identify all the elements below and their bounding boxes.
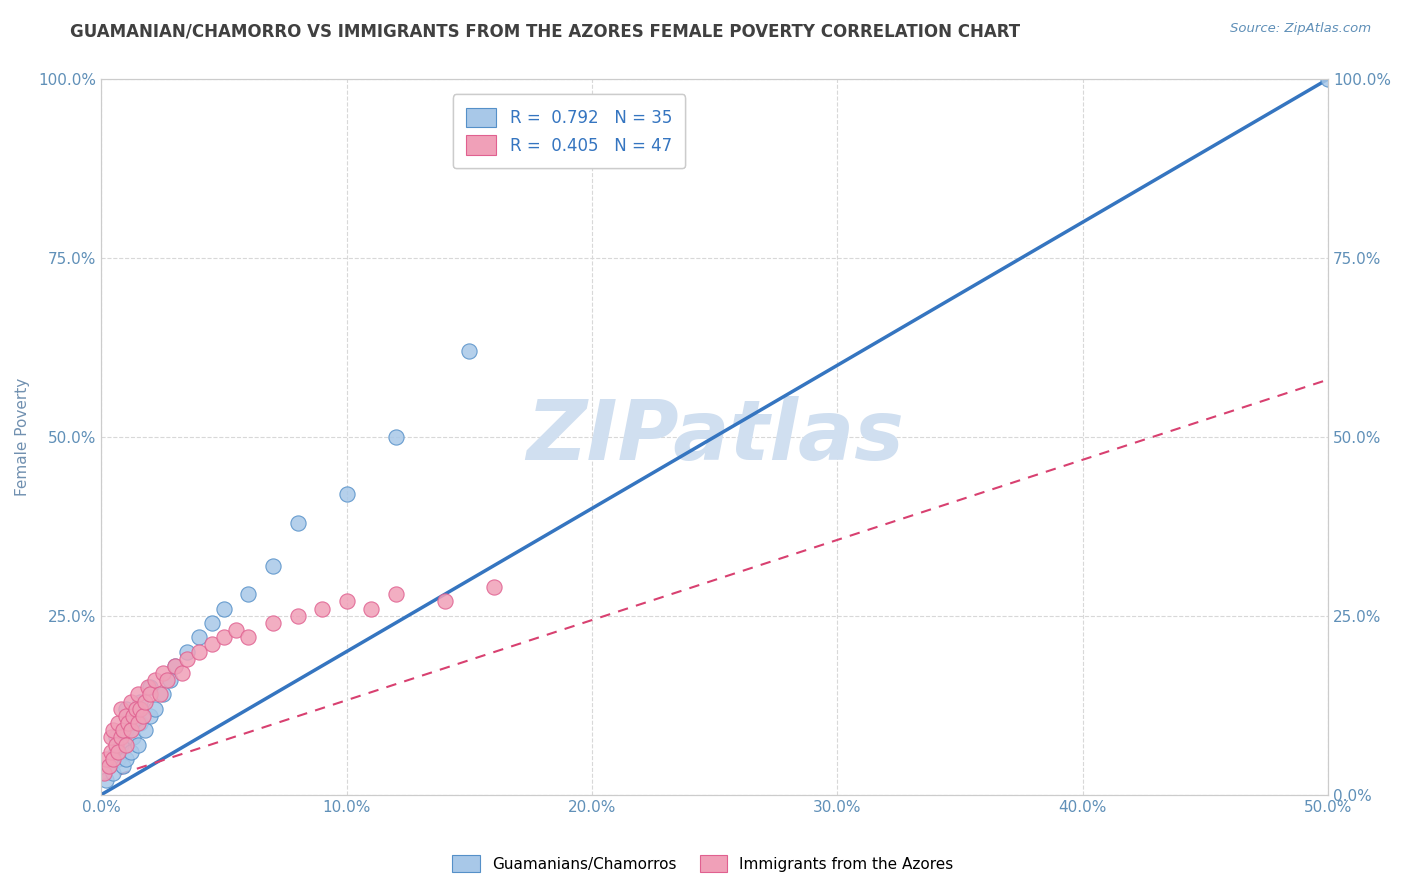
Point <box>134 695 156 709</box>
Point <box>114 709 136 723</box>
Point <box>1317 72 1340 87</box>
Point <box>127 716 149 731</box>
Point <box>360 601 382 615</box>
Point <box>212 601 235 615</box>
Point <box>482 580 505 594</box>
Legend: R =  0.792   N = 35, R =  0.405   N = 47: R = 0.792 N = 35, R = 0.405 N = 47 <box>453 95 686 168</box>
Point <box>149 688 172 702</box>
Point <box>159 673 181 688</box>
Point <box>97 759 120 773</box>
Point <box>103 752 125 766</box>
Point <box>176 651 198 665</box>
Point <box>94 752 117 766</box>
Y-axis label: Female Poverty: Female Poverty <box>15 377 30 496</box>
Point <box>107 752 129 766</box>
Point <box>94 773 117 788</box>
Point <box>172 666 194 681</box>
Point <box>103 723 125 738</box>
Text: GUAMANIAN/CHAMORRO VS IMMIGRANTS FROM THE AZORES FEMALE POVERTY CORRELATION CHAR: GUAMANIAN/CHAMORRO VS IMMIGRANTS FROM TH… <box>70 22 1021 40</box>
Point <box>188 644 211 658</box>
Point <box>100 731 122 745</box>
Point <box>110 702 132 716</box>
Point <box>201 637 224 651</box>
Point <box>262 558 284 573</box>
Point <box>129 716 152 731</box>
Point <box>225 623 247 637</box>
Point <box>122 709 145 723</box>
Point <box>287 516 309 530</box>
Point <box>104 731 127 745</box>
Point <box>152 688 174 702</box>
Point <box>262 615 284 630</box>
Point <box>120 723 142 738</box>
Point <box>124 702 146 716</box>
Point <box>107 716 129 731</box>
Point <box>120 695 142 709</box>
Point <box>336 594 359 608</box>
Point <box>139 709 162 723</box>
Point <box>152 666 174 681</box>
Point <box>127 688 149 702</box>
Point <box>103 766 125 780</box>
Point <box>156 673 179 688</box>
Point <box>127 738 149 752</box>
Point <box>107 745 129 759</box>
Point <box>129 695 152 709</box>
Point <box>238 587 260 601</box>
Text: Source: ZipAtlas.com: Source: ZipAtlas.com <box>1230 22 1371 36</box>
Point <box>114 738 136 752</box>
Point <box>287 608 309 623</box>
Point <box>136 681 159 695</box>
Point <box>139 681 162 695</box>
Point <box>114 752 136 766</box>
Point <box>129 702 152 716</box>
Point <box>384 587 406 601</box>
Point <box>384 430 406 444</box>
Point <box>112 759 135 773</box>
Point <box>93 766 115 780</box>
Point <box>458 343 481 358</box>
Point <box>97 759 120 773</box>
Point <box>132 709 155 723</box>
Point <box>104 738 127 752</box>
Point <box>201 615 224 630</box>
Point <box>212 630 235 644</box>
Point <box>110 731 132 745</box>
Point <box>139 688 162 702</box>
Point <box>143 673 166 688</box>
Point <box>176 644 198 658</box>
Point <box>117 716 139 731</box>
Point <box>122 731 145 745</box>
Point <box>134 723 156 738</box>
Point <box>238 630 260 644</box>
Point <box>163 658 186 673</box>
Point <box>112 723 135 738</box>
Point <box>336 487 359 501</box>
Point <box>311 601 333 615</box>
Point <box>110 738 132 752</box>
Legend: Guamanians/Chamorros, Immigrants from the Azores: Guamanians/Chamorros, Immigrants from th… <box>444 847 962 880</box>
Text: ZIPatlas: ZIPatlas <box>526 396 904 477</box>
Point <box>120 745 142 759</box>
Point <box>433 594 456 608</box>
Point <box>104 745 127 759</box>
Point <box>188 630 211 644</box>
Point <box>163 658 186 673</box>
Point <box>122 716 145 731</box>
Point <box>143 702 166 716</box>
Point <box>100 745 122 759</box>
Point <box>114 723 136 738</box>
Point <box>114 702 136 716</box>
